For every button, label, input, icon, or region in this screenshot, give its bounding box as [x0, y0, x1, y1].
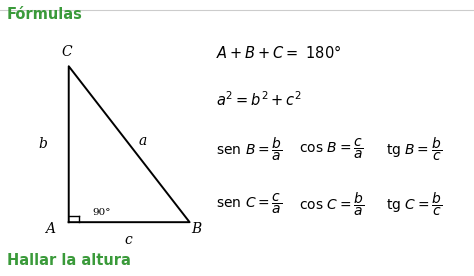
Text: A: A [45, 222, 55, 236]
Text: c: c [124, 233, 132, 247]
Text: $\mathrm{cos}\ \mathit{B} = \dfrac{\mathit{c}}{\mathit{a}}$: $\mathrm{cos}\ \mathit{B} = \dfrac{\math… [299, 137, 364, 161]
Text: Fórmulas: Fórmulas [7, 7, 83, 22]
Text: 90°: 90° [92, 208, 111, 217]
Text: a: a [138, 134, 146, 148]
Text: $\mathrm{tg}\ \mathit{C} = \dfrac{\mathit{b}}{\mathit{c}}$: $\mathrm{tg}\ \mathit{C} = \dfrac{\mathi… [386, 190, 443, 218]
Text: C: C [61, 46, 72, 59]
Text: $\mathrm{tg}\ \mathit{B} = \dfrac{\mathit{b}}{\mathit{c}}$: $\mathrm{tg}\ \mathit{B} = \dfrac{\mathi… [386, 135, 442, 163]
Text: $\mathrm{cos}\ \mathit{C} = \dfrac{\mathit{b}}{\mathit{a}}$: $\mathrm{cos}\ \mathit{C} = \dfrac{\math… [299, 190, 364, 218]
Text: $\mathrm{sen}\ \mathit{C} = \dfrac{\mathit{c}}{\mathit{a}}$: $\mathrm{sen}\ \mathit{C} = \dfrac{\math… [216, 192, 282, 216]
Text: b: b [38, 137, 47, 151]
Text: Hallar la altura: Hallar la altura [7, 253, 131, 268]
Text: $\mathit{a}^2 = \mathit{b}^2 + \mathit{c}^2$: $\mathit{a}^2 = \mathit{b}^2 + \mathit{c… [216, 90, 302, 109]
Text: $\mathrm{sen}\ \mathit{B} = \dfrac{\mathit{b}}{\mathit{a}}$: $\mathrm{sen}\ \mathit{B} = \dfrac{\math… [216, 135, 282, 163]
Text: $\mathit{A+B+C=\ 180°}$: $\mathit{A+B+C=\ 180°}$ [216, 44, 341, 61]
Text: B: B [191, 222, 202, 236]
